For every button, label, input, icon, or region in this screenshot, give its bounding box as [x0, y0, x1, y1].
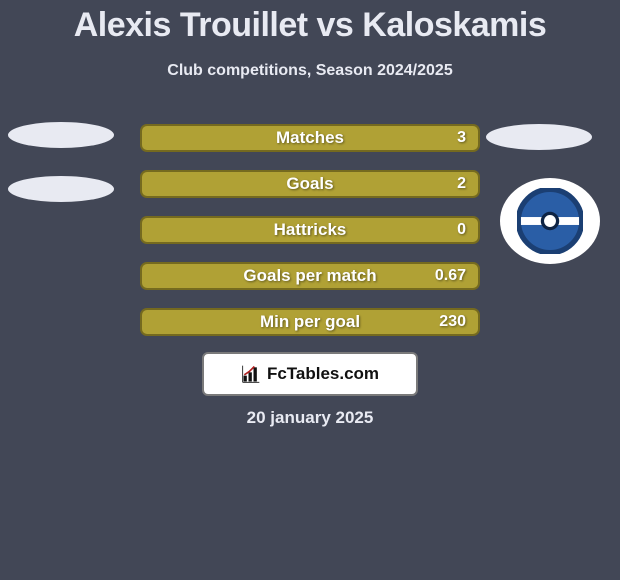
stat-value: 2 — [457, 175, 466, 193]
stat-label: Hattricks — [274, 220, 347, 240]
ellipse-shape — [8, 122, 114, 148]
source-text: FcTables.com — [267, 364, 379, 384]
left-badge-placeholder-group — [8, 122, 114, 202]
stat-value: 0 — [457, 221, 466, 239]
stat-value: 3 — [457, 129, 466, 147]
ellipse-shape — [486, 124, 592, 150]
stat-bar: Min per goal 230 — [140, 308, 480, 336]
stat-bar: Matches 3 — [140, 124, 480, 152]
stat-bar: Goals 2 — [140, 170, 480, 198]
stat-label: Goals per match — [243, 266, 376, 286]
source-ribbon-inner: FcTables.com — [241, 364, 379, 384]
page-date: 20 january 2025 — [0, 408, 620, 428]
stat-label: Goals — [286, 174, 333, 194]
team-badge — [500, 178, 600, 264]
source-ribbon: FcTables.com — [202, 352, 418, 396]
page-subtitle: Club competitions, Season 2024/2025 — [0, 62, 620, 80]
stat-bar: Goals per match 0.67 — [140, 262, 480, 290]
stat-bar: Hattricks 0 — [140, 216, 480, 244]
stat-label: Matches — [276, 128, 344, 148]
shield-icon — [517, 188, 583, 254]
stat-bar-group: Matches 3 Goals 2 Hattricks 0 Goals per match 0… — [140, 124, 480, 336]
stat-value: 230 — [439, 313, 466, 331]
page-title: Alexis Trouillet vs Kaloskamis — [0, 6, 620, 45]
ellipse-shape — [8, 176, 114, 202]
stat-value: 0.67 — [435, 267, 466, 285]
page: Alexis Trouillet vs Kaloskamis Club comp… — [0, 0, 620, 580]
stat-label: Min per goal — [260, 312, 360, 332]
bar-chart-icon — [241, 364, 261, 384]
